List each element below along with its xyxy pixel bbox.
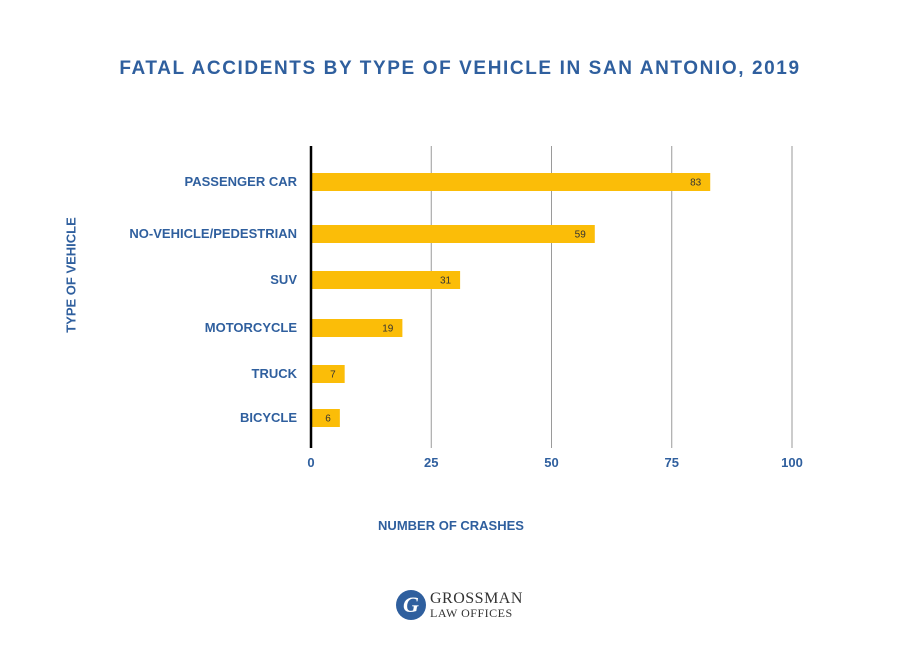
bars: 83 59 31 19 7 6 [311, 173, 711, 427]
category-label: MOTORCYCLE [205, 320, 298, 335]
data-label: 31 [440, 276, 452, 287]
logo-mark-icon: G [396, 590, 426, 620]
bar [311, 271, 461, 289]
x-tick-label: 75 [665, 455, 679, 470]
x-tick-label: 0 [307, 455, 314, 470]
data-label: 19 [382, 324, 394, 335]
company-logo: G GROSSMAN LAW OFFICES [396, 590, 523, 620]
category-label: SUV [270, 272, 297, 287]
bar [311, 365, 345, 383]
x-tick-label: 100 [781, 455, 803, 470]
grid-lines [430, 146, 793, 448]
x-tick-label: 50 [544, 455, 558, 470]
data-label: 59 [575, 230, 587, 241]
x-tick-labels: 0 25 50 75 100 [307, 455, 802, 470]
category-label: NO-VEHICLE/PEDESTRIAN [129, 226, 297, 241]
data-label: 6 [325, 414, 331, 425]
category-label: TRUCK [252, 366, 298, 381]
x-axis-title: NUMBER OF CRASHES [378, 518, 524, 533]
data-label: 83 [690, 178, 702, 189]
bar [311, 173, 711, 191]
bar [311, 225, 595, 243]
chart-title: FATAL ACCIDENTS BY TYPE OF VEHICLE IN SA… [119, 58, 801, 79]
x-tick-label: 25 [424, 455, 438, 470]
logo-line-2: LAW OFFICES [430, 606, 513, 620]
data-label: 7 [330, 370, 336, 381]
bar [311, 409, 340, 427]
category-label: PASSENGER CAR [185, 174, 298, 189]
bar [311, 319, 403, 337]
category-label: BICYCLE [240, 410, 297, 425]
logo-line-1: GROSSMAN [430, 590, 523, 607]
category-labels: PASSENGER CAR NO-VEHICLE/PEDESTRIAN SUV MOT… [129, 174, 297, 425]
logo-text: GROSSMAN LAW OFFICES [430, 590, 523, 620]
y-axis-title: TYPE OF VEHICLE [63, 217, 79, 333]
